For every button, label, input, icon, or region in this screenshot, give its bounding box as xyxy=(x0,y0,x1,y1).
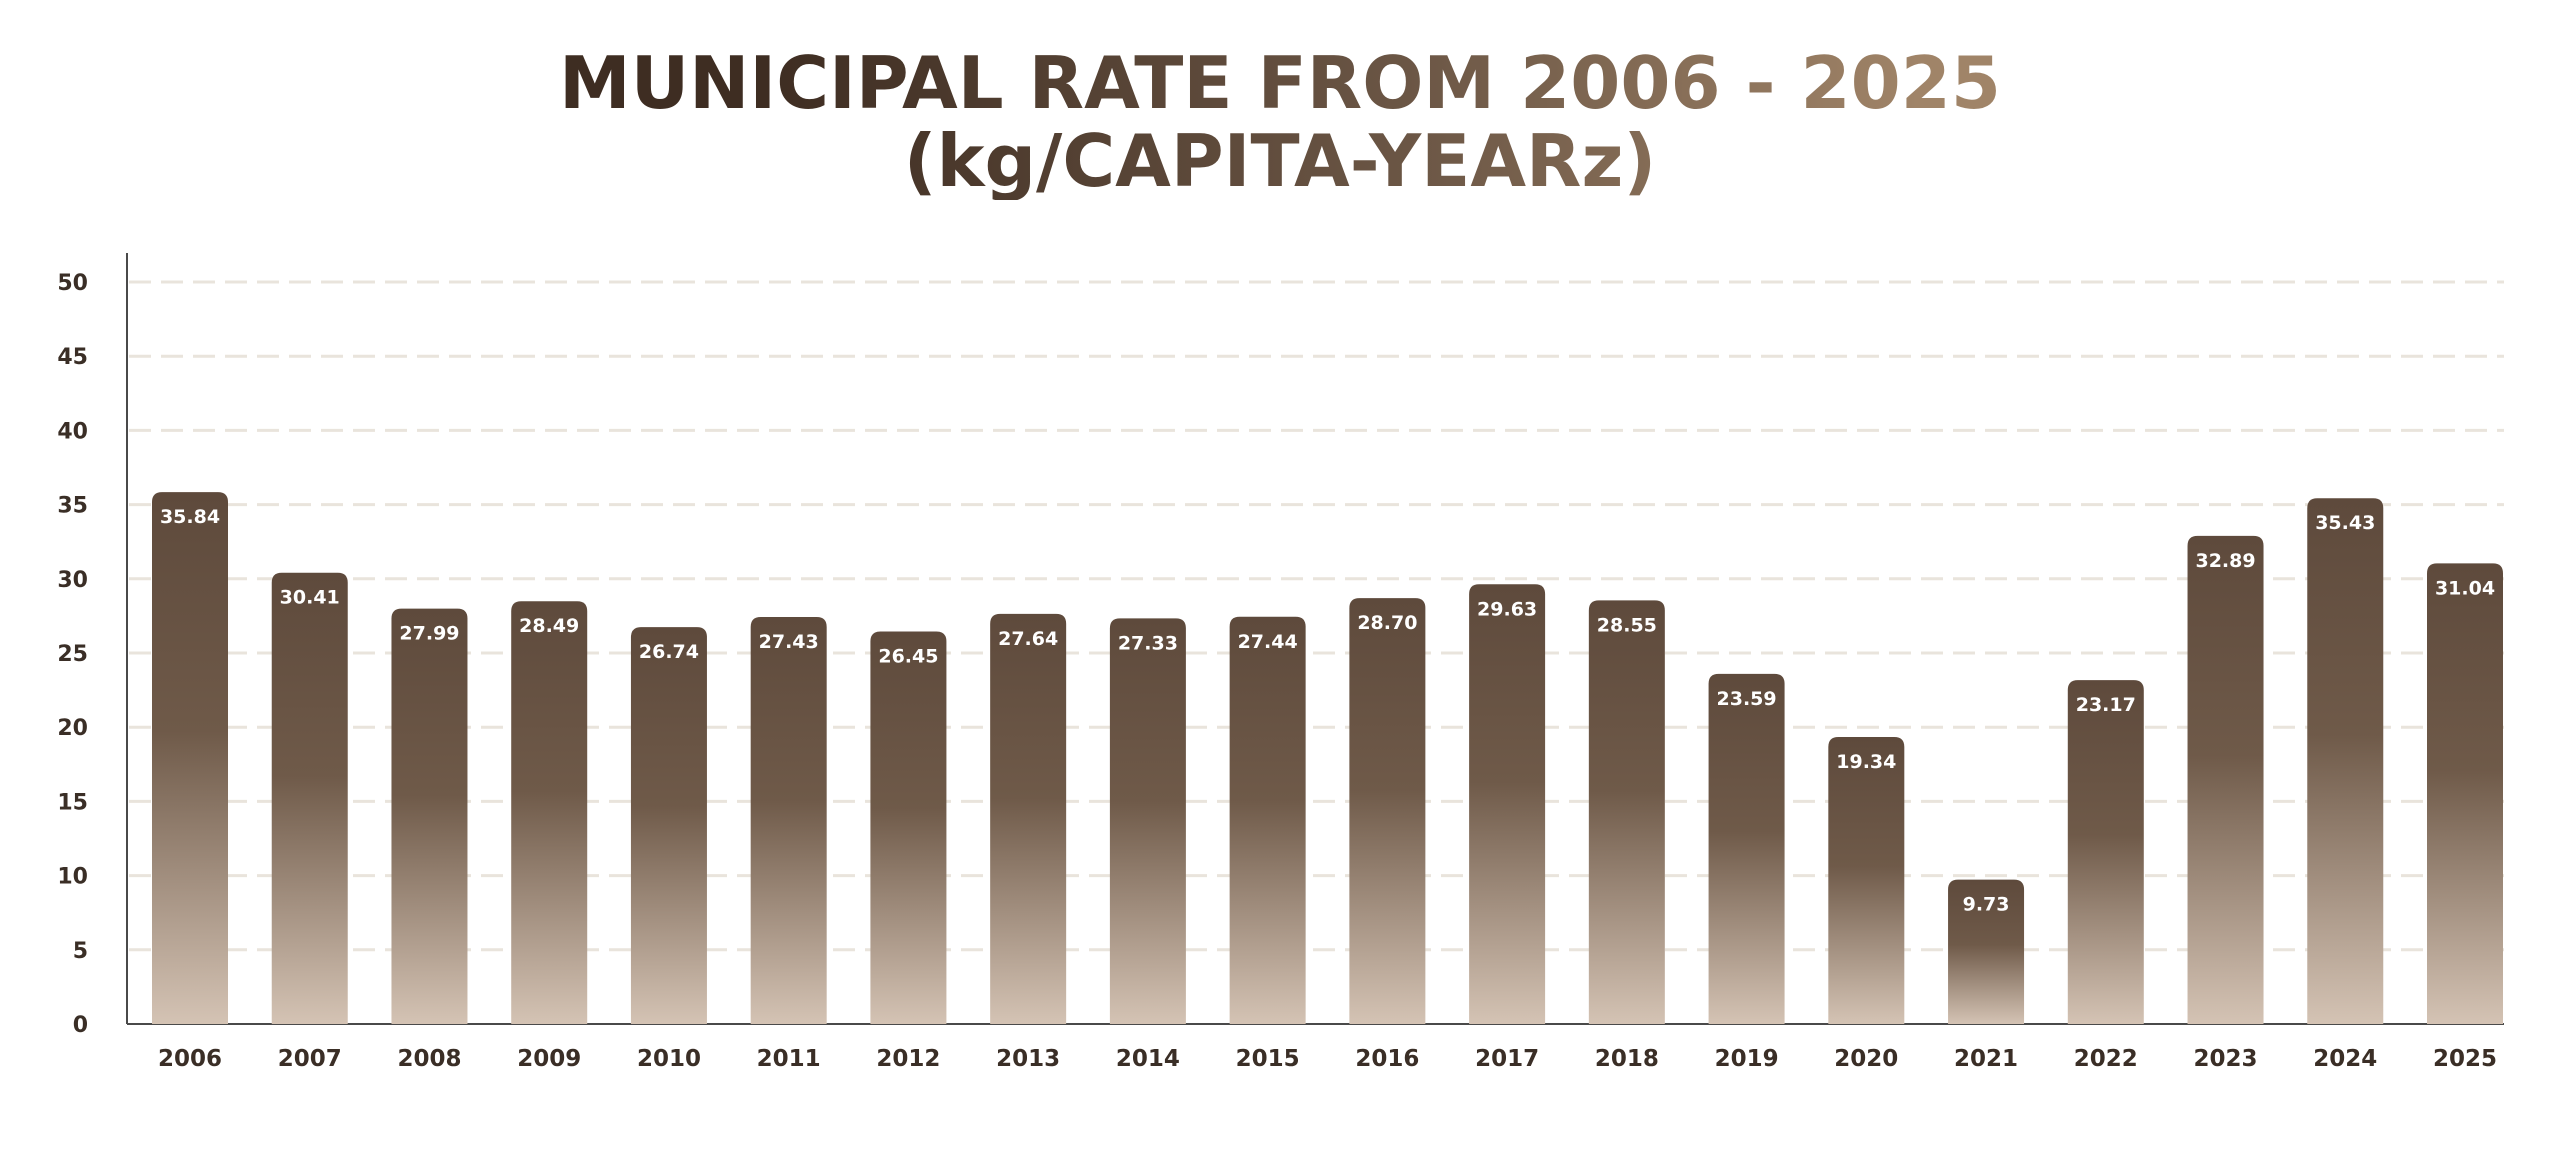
x-tick-labels: 2006 2007 2008 2009 2010 2011 2012 2013 2014 2015… xyxy=(158,1046,2497,1072)
data-label: 28.70 xyxy=(1357,612,1417,634)
bar-group: 26.74 xyxy=(630,627,707,1024)
bar xyxy=(391,608,468,1024)
bar xyxy=(1349,598,1426,1024)
data-label: 35.84 xyxy=(160,506,220,528)
x-tick-label: 2009 xyxy=(517,1046,581,1072)
bar-group: 30.41 xyxy=(271,572,348,1024)
data-label: 35.43 xyxy=(2315,512,2375,534)
y-tick-label: 10 xyxy=(57,865,88,890)
y-tick-label: 40 xyxy=(57,419,88,444)
bar xyxy=(1828,736,1905,1024)
y-tick-label: 35 xyxy=(57,494,88,519)
y-tick-label: 0 xyxy=(73,1013,88,1038)
bar xyxy=(1588,600,1665,1024)
bar xyxy=(2427,563,2503,1024)
x-tick-label: 2018 xyxy=(1595,1046,1659,1072)
bar xyxy=(2187,535,2264,1024)
data-label: 19.34 xyxy=(1836,751,1896,773)
data-label: 32.89 xyxy=(2195,550,2255,572)
bar-group: 35.84 xyxy=(152,492,228,1024)
data-label: 23.59 xyxy=(1717,688,1777,710)
bar-group: 27.99 xyxy=(391,608,468,1024)
data-label: 27.33 xyxy=(1118,632,1178,654)
bar-group: 27.44 xyxy=(1229,616,1306,1024)
bar-group: 27.33 xyxy=(1109,618,1186,1024)
bar-group: 27.43 xyxy=(750,616,827,1024)
data-label: 29.63 xyxy=(1477,598,1537,620)
y-tick-labels: 0 5 10 15 20 25 30 35 40 45 50 xyxy=(57,271,88,1038)
bar-group: 19.34 xyxy=(1828,736,1905,1024)
data-label: 27.43 xyxy=(759,631,819,653)
bar xyxy=(1229,616,1306,1024)
bar xyxy=(271,572,348,1024)
bar xyxy=(1948,879,2025,1024)
data-label: 31.04 xyxy=(2435,577,2495,599)
x-tick-label: 2023 xyxy=(2194,1046,2258,1072)
y-tick-label: 20 xyxy=(57,716,88,741)
bar-group: 31.04 xyxy=(2427,563,2503,1024)
axes xyxy=(126,253,2504,1025)
data-label: 27.99 xyxy=(399,623,459,645)
bar-group: 9.73 xyxy=(1948,879,2025,1024)
bar xyxy=(630,627,707,1024)
bar xyxy=(2067,680,2144,1024)
y-tick-label: 5 xyxy=(73,939,88,964)
bar-group: 27.64 xyxy=(990,613,1067,1024)
bar xyxy=(2307,498,2384,1024)
x-tick-label: 2020 xyxy=(1834,1046,1898,1072)
bar xyxy=(990,613,1067,1024)
bar-group: 26.45 xyxy=(870,631,947,1024)
x-tick-label: 2022 xyxy=(2074,1046,2138,1072)
data-label: 9.73 xyxy=(1963,894,2010,916)
bar-group: 23.17 xyxy=(2067,680,2144,1024)
data-label: 28.55 xyxy=(1597,614,1657,636)
bar-group: 28.70 xyxy=(1349,598,1426,1024)
bar xyxy=(1109,618,1186,1024)
bar-group: 28.49 xyxy=(511,601,588,1024)
y-tick-label: 45 xyxy=(57,345,88,370)
bar-group: 28.55 xyxy=(1588,600,1665,1024)
x-tick-label: 2011 xyxy=(757,1046,821,1072)
x-tick-label: 2021 xyxy=(1954,1046,2018,1072)
bar-group: 29.63 xyxy=(1469,584,1546,1024)
y-tick-label: 30 xyxy=(57,568,88,593)
bars: 35.84 30.41 27.99 28.49 26.74 27.43 26.45 27.64… xyxy=(152,492,2503,1024)
x-tick-label: 2010 xyxy=(637,1046,701,1072)
bar xyxy=(1708,673,1785,1024)
data-label: 28.49 xyxy=(519,615,579,637)
bar xyxy=(750,616,827,1024)
bar xyxy=(1469,584,1546,1024)
x-tick-label: 2014 xyxy=(1116,1046,1180,1072)
bar-group: 35.43 xyxy=(2307,498,2384,1024)
data-label: 26.45 xyxy=(878,645,938,667)
gridlines xyxy=(129,280,2504,952)
x-tick-label: 2016 xyxy=(1355,1046,1419,1072)
x-tick-label: 2024 xyxy=(2313,1046,2377,1072)
y-tick-label: 50 xyxy=(57,271,88,296)
data-label: 30.41 xyxy=(280,587,340,609)
data-label: 27.64 xyxy=(998,628,1058,650)
x-tick-label: 2008 xyxy=(397,1046,461,1072)
x-tick-label: 2006 xyxy=(158,1046,222,1072)
data-label: 27.44 xyxy=(1238,631,1298,653)
y-tick-label: 25 xyxy=(57,642,88,667)
bar-group: 32.89 xyxy=(2187,535,2264,1024)
data-label: 23.17 xyxy=(2076,694,2136,716)
x-tick-label: 2013 xyxy=(996,1046,1060,1072)
y-tick-label: 15 xyxy=(57,790,88,815)
x-tick-label: 2025 xyxy=(2433,1046,2497,1072)
x-tick-label: 2019 xyxy=(1715,1046,1779,1072)
bar xyxy=(511,601,588,1024)
bar xyxy=(152,492,228,1024)
data-label: 26.74 xyxy=(639,641,699,663)
bar xyxy=(870,631,947,1024)
bar-group: 23.59 xyxy=(1708,673,1785,1024)
x-tick-label: 2015 xyxy=(1236,1046,1300,1072)
x-tick-label: 2012 xyxy=(876,1046,940,1072)
x-tick-label: 2017 xyxy=(1475,1046,1539,1072)
x-tick-label: 2007 xyxy=(278,1046,342,1072)
